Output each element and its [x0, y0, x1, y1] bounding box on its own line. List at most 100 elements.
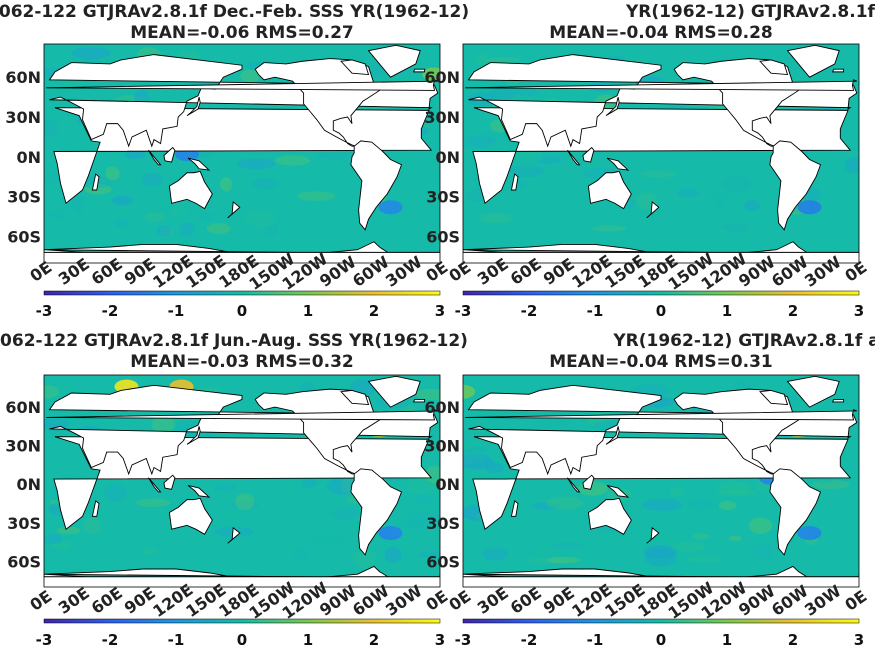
land-mask [463, 44, 875, 263]
land-polygon [367, 375, 421, 408]
colorbar-tick-label: -1 [587, 631, 604, 649]
y-tick-label: 60S [426, 552, 460, 571]
anomaly-patch [44, 384, 60, 399]
map-panel: 062-122 GTJRAv2.8.1f Dec.-Feb. SSS YR(19… [0, 2, 469, 320]
colorbar-tick-label: 0 [656, 302, 666, 320]
land-polygon [861, 410, 875, 420]
antarctica [44, 576, 440, 587]
anomaly-patch [352, 49, 371, 60]
anomaly-patch [49, 210, 67, 221]
anomaly-patch [156, 225, 172, 236]
land-polygon [148, 477, 162, 493]
colorbar-tick-label: -3 [455, 631, 472, 649]
y-tick-label: 60S [7, 552, 41, 571]
land-polygon [168, 497, 213, 535]
colorbar-tick-label: 3 [435, 302, 445, 320]
anomaly-patch [44, 418, 70, 428]
y-tick-label: 0N [16, 148, 41, 167]
anomaly-patch [677, 188, 699, 198]
anomaly-patch [151, 415, 175, 433]
land-mask [44, 375, 440, 587]
anomaly-patch [83, 517, 101, 534]
anomaly-patch [642, 498, 683, 511]
anomaly-patch [692, 533, 710, 540]
land-polygon [646, 201, 660, 219]
land-polygon [606, 157, 630, 171]
sss-anomaly-field [44, 44, 440, 263]
anomaly-patch [688, 498, 715, 510]
anomaly-patch [311, 536, 347, 544]
anomaly-patch [352, 549, 377, 568]
anomaly-patch [425, 466, 440, 484]
anomaly-patch [592, 225, 627, 232]
colorbar-tick-label: 2 [788, 631, 798, 649]
anomaly-patch [418, 551, 440, 559]
anomaly-patch [482, 547, 509, 561]
colorbar-tick-label: -2 [102, 631, 119, 649]
sss-anomaly-field [463, 44, 875, 263]
map-panel: YR(1962-12) GTJRAv2.8.1f Mar.-May SSS - … [424, 2, 875, 320]
land-polygon [567, 477, 581, 493]
anomaly-patch [463, 446, 491, 460]
colorbar-tick-label: -2 [521, 631, 538, 649]
land-polygon [567, 149, 581, 166]
anomaly-patch [140, 548, 158, 555]
anomaly-patch [264, 224, 279, 236]
anomaly-hotspot [797, 526, 822, 541]
anomaly-patch [644, 548, 677, 567]
anomaly-patch [71, 195, 85, 214]
anomaly-patch [671, 541, 707, 552]
land-polygon [163, 474, 176, 490]
anomaly-patch [844, 157, 859, 174]
anomaly-patch [468, 460, 498, 468]
land-polygon [831, 398, 845, 403]
colorbar [462, 618, 860, 624]
land-polygon [340, 389, 370, 406]
y-tick-label: 30N [5, 108, 41, 127]
colorbar [462, 290, 860, 296]
anomaly-hotspot [378, 526, 403, 541]
anomaly-patch [44, 120, 59, 137]
y-tick-label: 0N [435, 475, 460, 494]
panel-title: 062-122 GTJRAv2.8.1f Dec.-Feb. SSS YR(19… [0, 2, 469, 22]
x-tick-label: 30E [55, 583, 93, 618]
anomaly-patch [721, 175, 754, 193]
land-polygon [865, 385, 875, 474]
land-polygon [831, 68, 845, 73]
land-polygon [786, 375, 840, 408]
colorbar-tick-label: 2 [788, 302, 798, 320]
anomaly-patch [144, 212, 166, 223]
land-polygon [769, 140, 822, 231]
colorbar-tick-label: 1 [722, 631, 732, 649]
colorbar-tick-label: -1 [587, 302, 604, 320]
anomaly-patch [467, 376, 492, 388]
land-polygon [605, 426, 620, 445]
land-polygon [227, 527, 241, 544]
y-tick-label: 30S [426, 188, 460, 207]
anomaly-patch [751, 544, 774, 560]
anomaly-patch [660, 181, 674, 199]
land-polygon [869, 108, 875, 204]
anomaly-patch [517, 155, 541, 170]
land-polygon [582, 146, 595, 163]
land-polygon [186, 426, 201, 445]
anomaly-patch [105, 166, 120, 181]
anomaly-hotspot [797, 200, 822, 215]
x-tick-label: 60E [507, 583, 545, 618]
land-polygon [412, 68, 426, 73]
land-polygon [646, 527, 660, 544]
anomaly-patch [476, 53, 489, 67]
colorbar-tick-label: 1 [722, 302, 732, 320]
y-tick-label: 60N [424, 68, 460, 87]
anomaly-patch [71, 47, 111, 59]
land-polygon [168, 170, 213, 210]
land-polygon [861, 80, 875, 91]
land-polygon [227, 201, 241, 219]
colorbar-tick-label: 2 [369, 302, 379, 320]
land-polygon [465, 409, 857, 421]
y-tick-label: 60N [5, 398, 41, 417]
anomaly-patch [219, 177, 233, 192]
anomaly-patch [687, 556, 724, 563]
anomaly-patch [235, 493, 255, 511]
anomaly-patch [748, 517, 773, 534]
